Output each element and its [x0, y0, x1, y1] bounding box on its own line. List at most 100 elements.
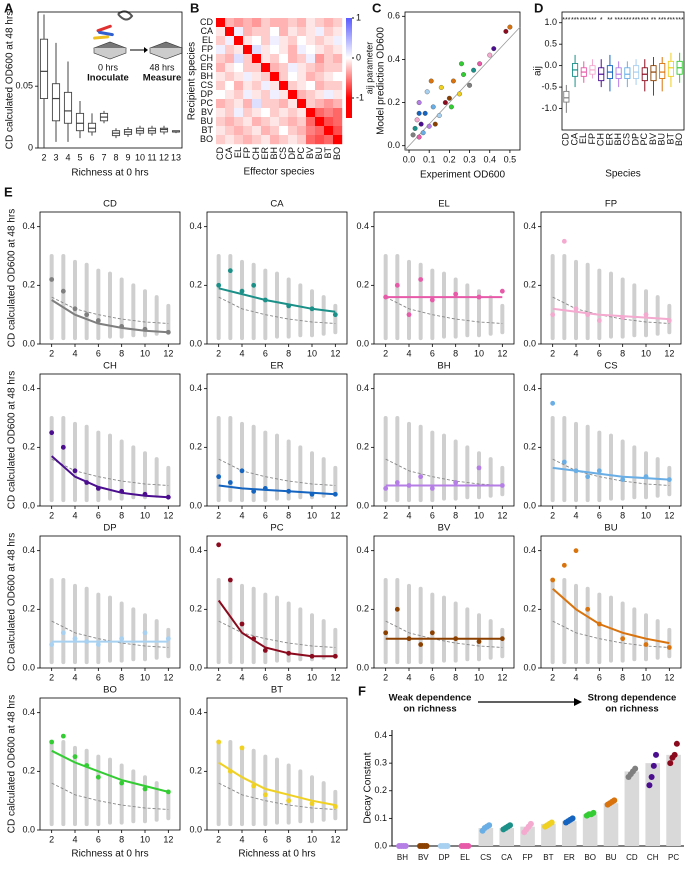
y-tick-label: 0.2	[189, 280, 202, 290]
plot-frame	[39, 373, 181, 507]
heat-cell	[297, 54, 307, 64]
point	[416, 110, 422, 116]
x-axis-label: Richness at 0 hrs	[71, 168, 148, 179]
heat-cell	[333, 81, 343, 91]
fit-curve	[51, 749, 169, 793]
point	[72, 468, 78, 474]
point	[424, 89, 430, 95]
heat-cell	[297, 99, 307, 109]
heat-cell	[261, 63, 271, 73]
x-tick-label: 2	[383, 348, 388, 358]
heat-cell	[333, 90, 343, 100]
heat-cell	[288, 54, 298, 64]
heat-cell	[270, 63, 280, 73]
box	[624, 67, 631, 79]
x-tick-label: BT	[665, 133, 675, 145]
heat-cell	[225, 45, 235, 55]
heat-cell	[324, 54, 334, 64]
heat-cell	[315, 81, 325, 91]
point	[426, 123, 432, 129]
x-tick-label: 6	[597, 510, 602, 520]
y-tick-label: 0.4	[523, 383, 536, 393]
heat-cell	[252, 126, 262, 136]
point	[383, 294, 389, 300]
heat-cell	[324, 81, 334, 91]
x-tick-label: BH	[613, 133, 623, 146]
point	[165, 494, 171, 500]
point	[394, 480, 400, 485]
heat-cell	[324, 72, 334, 82]
heat-cell	[306, 99, 316, 109]
panel-label: F	[358, 683, 366, 698]
significance: ***	[667, 17, 675, 24]
point	[550, 400, 556, 406]
point	[585, 474, 591, 480]
point	[453, 291, 459, 297]
y-tick-label: 0.2	[189, 442, 202, 452]
x-tick-label: 0.4	[483, 154, 496, 164]
heat-cell	[324, 27, 334, 37]
y-axis-label: Recipient species	[187, 42, 198, 120]
heat-cell	[297, 126, 307, 136]
heat-cell	[234, 63, 244, 73]
heat-cell	[288, 81, 298, 91]
y-tick-label: 0.0	[189, 500, 202, 510]
heat-cell	[279, 45, 289, 55]
point	[309, 801, 315, 806]
heat-cell	[261, 54, 271, 64]
y-axis-label: aij	[533, 66, 544, 76]
heat-cell	[288, 72, 298, 82]
y-tick-label: 0.0	[22, 338, 35, 348]
heat-cell	[216, 36, 226, 46]
heat-cell	[252, 54, 262, 64]
heat-cell	[225, 99, 235, 109]
x-tick-label: 8	[286, 510, 291, 520]
column-label: CH	[251, 147, 261, 160]
x-tick-label: 0.5	[504, 154, 517, 164]
box	[650, 65, 657, 82]
point	[448, 104, 454, 110]
significance: ***	[615, 17, 623, 24]
y-tick-label: 0.0	[544, 60, 557, 70]
point	[262, 792, 268, 798]
point	[216, 542, 222, 548]
heat-cell	[270, 135, 280, 145]
heat-cell	[324, 18, 334, 28]
point	[216, 739, 222, 745]
colorbar-label: aij parameter	[364, 42, 374, 95]
pipette-icon	[117, 10, 134, 21]
column-label: CS	[278, 147, 288, 160]
point	[527, 820, 534, 827]
x-tick-label: 12	[163, 834, 173, 844]
point	[650, 762, 657, 769]
heat-cell	[252, 90, 262, 100]
plot-frame	[39, 535, 181, 669]
heat-cell	[270, 90, 280, 100]
heat-cell	[261, 81, 271, 91]
plot-frame	[373, 535, 515, 669]
x-tick-label: 8	[113, 152, 118, 162]
reference-curve	[552, 620, 670, 648]
point	[620, 636, 626, 642]
heat-cell	[270, 108, 280, 118]
bar	[603, 803, 619, 846]
panel-title: CH	[103, 361, 117, 372]
heat-cell	[252, 108, 262, 118]
plot-frame	[39, 697, 181, 831]
x-tick-label: 8	[286, 348, 291, 358]
heat-cell	[270, 117, 280, 127]
heat-cell	[234, 54, 244, 64]
x-tick-label: 9	[125, 152, 130, 162]
heat-cell	[225, 135, 235, 145]
heat-cell	[234, 135, 244, 145]
annotation-arrowhead	[574, 698, 582, 706]
heat-cell	[315, 117, 325, 127]
heat-cell	[279, 81, 289, 91]
x-tick-label: CD	[561, 133, 571, 146]
heat-cell	[333, 54, 343, 64]
heat-cell	[333, 108, 343, 118]
x-tick-label: 4	[573, 348, 578, 358]
panel-title: EL	[438, 199, 450, 210]
point	[450, 78, 456, 84]
